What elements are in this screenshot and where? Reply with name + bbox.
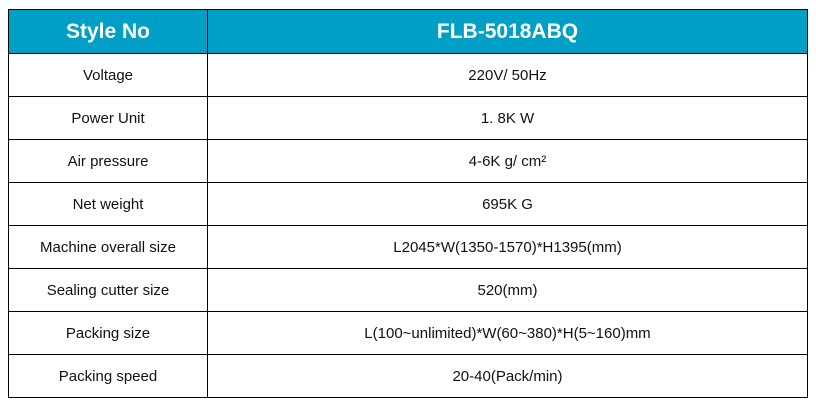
row-value: 4-6K g/ cm² bbox=[207, 139, 808, 183]
row-label: Sealing cutter size bbox=[8, 268, 208, 312]
table-row: Air pressure 4-6K g/ cm² bbox=[8, 139, 808, 183]
row-label: Power Unit bbox=[8, 96, 208, 140]
row-label: Packing size bbox=[8, 311, 208, 355]
header-value: FLB-5018ABQ bbox=[207, 9, 808, 54]
row-label: Machine overall size bbox=[8, 225, 208, 269]
table-row: Packing speed 20-40(Pack/min) bbox=[8, 354, 808, 398]
row-value: 1. 8K W bbox=[207, 96, 808, 140]
row-value: 220V/ 50Hz bbox=[207, 53, 808, 97]
row-value: 520(mm) bbox=[207, 268, 808, 312]
spec-table: Style No FLB-5018ABQ Voltage 220V/ 50Hz P… bbox=[8, 9, 808, 398]
row-label: Voltage bbox=[8, 53, 208, 97]
row-value: L(100~unlimited)*W(60~380)*H(5~160)mm bbox=[207, 311, 808, 355]
row-value: 695K G bbox=[207, 182, 808, 226]
table-row: Packing size L(100~unlimited)*W(60~380)*H… bbox=[8, 311, 808, 355]
row-value: 20-40(Pack/min) bbox=[207, 354, 808, 398]
row-label: Net weight bbox=[8, 182, 208, 226]
row-value: L2045*W(1350-1570)*H1395(mm) bbox=[207, 225, 808, 269]
header-label: Style No bbox=[8, 9, 208, 54]
table-row: Voltage 220V/ 50Hz bbox=[8, 53, 808, 97]
row-label: Packing speed bbox=[8, 354, 208, 398]
table-row: Machine overall size L2045*W(1350-1570)*H… bbox=[8, 225, 808, 269]
table-header-row: Style No FLB-5018ABQ bbox=[8, 9, 808, 54]
table-row: Power Unit 1. 8K W bbox=[8, 96, 808, 140]
table-row: Sealing cutter size 520(mm) bbox=[8, 268, 808, 312]
table-row: Net weight 695K G bbox=[8, 182, 808, 226]
row-label: Air pressure bbox=[8, 139, 208, 183]
